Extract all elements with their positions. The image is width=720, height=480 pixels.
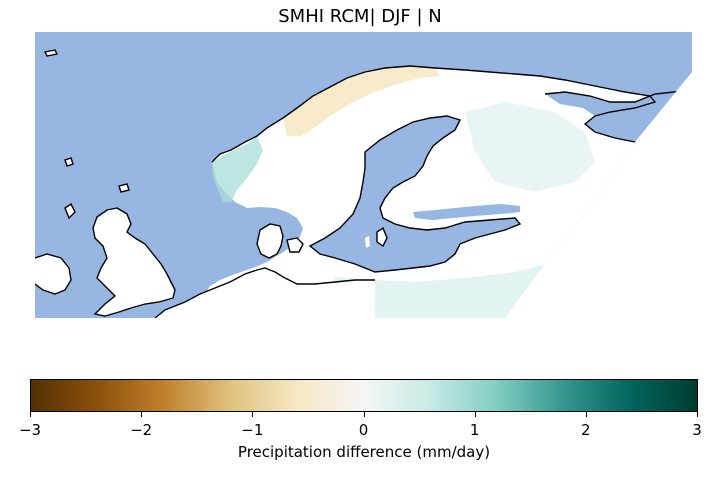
colorbar-label: Precipitation difference (mm/day)	[237, 443, 491, 461]
norway-dry-anomaly	[283, 66, 440, 136]
oland-island	[365, 236, 370, 248]
finland-wet-anomaly	[465, 102, 595, 192]
colorbar-tick-label: −3	[18, 421, 42, 439]
white-sea	[545, 90, 692, 134]
gulf-of-finland	[413, 204, 520, 220]
coastlines	[35, 49, 692, 318]
colorbar-tick	[363, 412, 365, 417]
map-title: SMHI RCM| DJF | N	[278, 6, 442, 27]
colorbar-tick-label: −1	[241, 421, 264, 439]
colorbar-tick	[30, 412, 31, 417]
baltic-states-wet-anomaly	[335, 262, 555, 318]
colorbar-tick	[252, 412, 254, 417]
colorbar-tick-label: 3	[692, 421, 702, 439]
colorbar-gradient	[30, 379, 698, 412]
colorbar-tick	[474, 412, 476, 417]
ireland-land	[35, 254, 71, 294]
denmark-land	[257, 224, 283, 258]
colorbar-tick	[697, 412, 698, 417]
great-britain-land	[93, 208, 175, 316]
baltic-sea	[310, 116, 520, 272]
norway-coast-wet-anomaly	[212, 136, 263, 202]
colorbar-tick-label: −2	[130, 421, 153, 439]
colorbar-tick	[585, 412, 587, 417]
colorbar-tick-label: 0	[358, 421, 369, 439]
zealand-island	[287, 238, 303, 252]
map-svg	[35, 32, 692, 318]
colorbar-tick-label: 1	[469, 421, 480, 439]
precipitation-map	[35, 32, 692, 318]
continental-europe-land	[155, 268, 375, 318]
colorbar-tick	[141, 412, 143, 417]
colorbar-tick-label: 2	[581, 421, 591, 439]
colorbar	[30, 379, 698, 412]
colorbar-ticks: −3 −2 −1 0 1 2 3	[19, 412, 702, 442]
